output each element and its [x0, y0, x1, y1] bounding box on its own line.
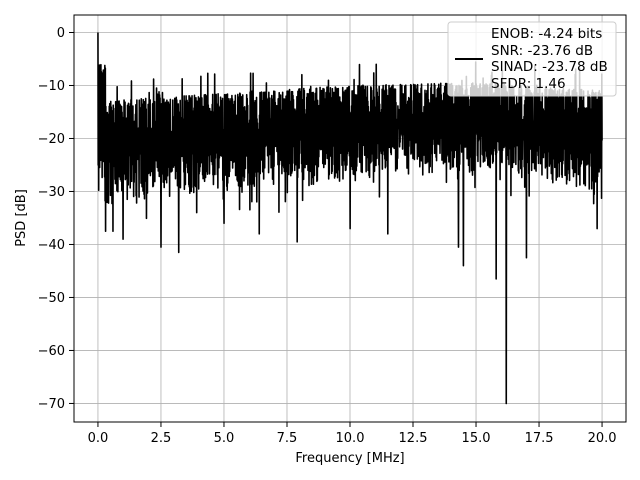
- y-tick-label: −10: [38, 79, 65, 94]
- x-tick-label: 15.0: [462, 431, 491, 446]
- x-axis-label: Frequency [MHz]: [295, 451, 404, 466]
- legend-entry-snr: SNR: -23.76 dB: [491, 43, 593, 59]
- y-tick-label: −30: [38, 185, 65, 200]
- y-tick-label: −40: [38, 238, 65, 253]
- y-tick-label: 0: [57, 26, 65, 41]
- x-tick-label: 20.0: [588, 431, 617, 446]
- legend-entry-sfdr: SFDR: 1.46: [491, 76, 566, 92]
- y-axis-label: PSD [dB]: [14, 189, 29, 247]
- x-tick-label: 10.0: [336, 431, 365, 446]
- x-tick-label: 7.5: [277, 431, 298, 446]
- x-tick-label: 0.0: [88, 431, 109, 446]
- x-tick-label: 2.5: [151, 431, 172, 446]
- y-tick-label: −20: [38, 132, 65, 147]
- x-tick-label: 12.5: [399, 431, 428, 446]
- x-axis: 0.0 2.5 5.0 7.5 10.0 12.5 15.0 17.5 20.0: [88, 422, 617, 446]
- y-tick-label: −50: [38, 291, 65, 306]
- y-axis: 0 −10 −20 −30 −40 −50 −60 −70: [38, 26, 74, 412]
- legend: ENOB: -4.24 bits SNR: -23.76 dB SINAD: -…: [447, 21, 617, 97]
- psd-series-line: [97, 32, 603, 405]
- legend-entry-enob: ENOB: -4.24 bits: [491, 26, 602, 42]
- legend-box: [447, 21, 617, 97]
- series-layer: [97, 32, 603, 405]
- legend-entry-sinad: SINAD: -23.78 dB: [491, 59, 608, 75]
- y-tick-label: −70: [38, 397, 65, 412]
- y-tick-label: −60: [38, 344, 65, 359]
- x-tick-label: 5.0: [214, 431, 235, 446]
- x-tick-label: 17.5: [525, 431, 554, 446]
